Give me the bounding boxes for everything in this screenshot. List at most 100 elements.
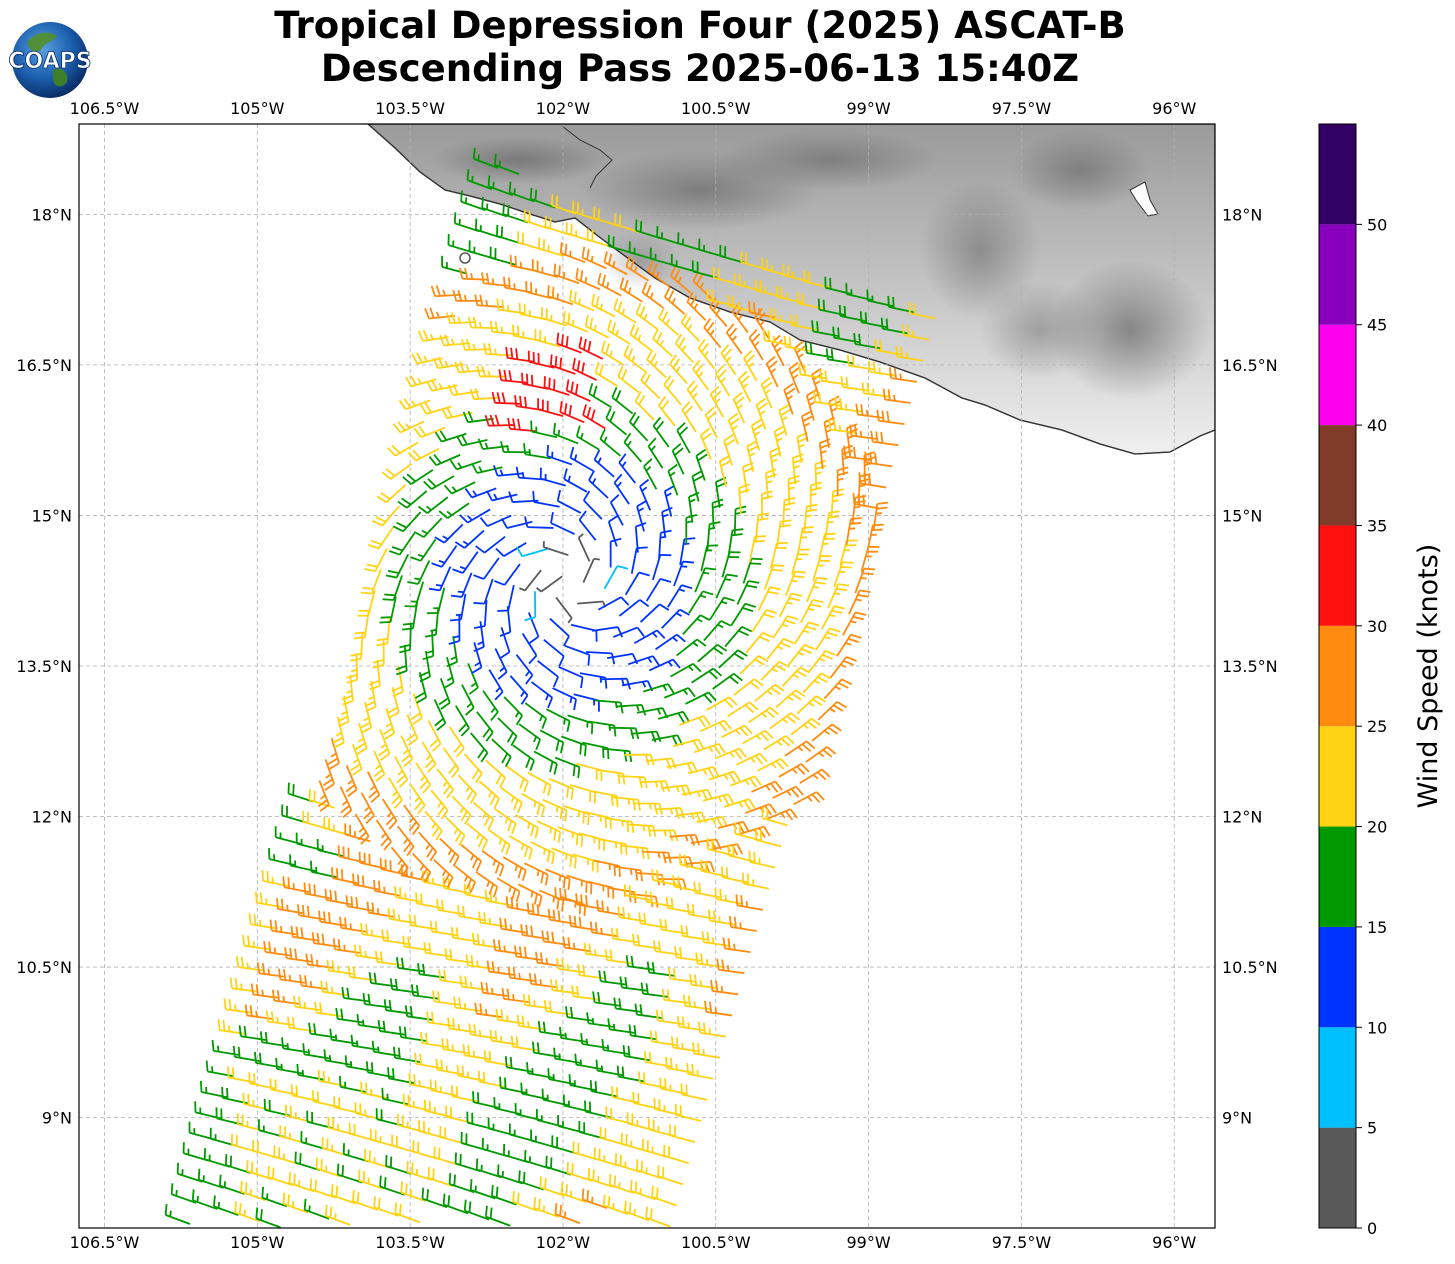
wind-barb <box>603 251 628 276</box>
wind-barb <box>427 1166 454 1188</box>
wind-barb <box>317 780 330 812</box>
lon-tick-label-top: 97.5°W <box>992 99 1052 118</box>
barb-flag <box>668 830 674 842</box>
barb-flag <box>438 969 442 981</box>
barb-flag <box>621 1066 625 1078</box>
barb-flag <box>595 296 600 308</box>
barb-flag <box>334 890 338 902</box>
barb-flag <box>587 654 591 666</box>
barb-flag <box>379 621 391 624</box>
barb-flag <box>601 900 605 912</box>
barb-flag <box>507 966 511 978</box>
barb-flag <box>399 643 411 649</box>
barb-half-flag <box>228 1025 231 1032</box>
barb-flag <box>449 948 453 960</box>
barb-flag <box>481 365 486 377</box>
barb-flag <box>758 512 770 517</box>
wind-barb <box>715 365 731 397</box>
barb-flag <box>402 935 406 947</box>
wind-barb <box>519 569 542 592</box>
barb-flag <box>769 706 780 716</box>
wind-barb <box>532 490 560 508</box>
barb-flag <box>483 1050 487 1062</box>
barb-staff <box>524 569 542 592</box>
barb-half-flag <box>814 380 821 386</box>
colorbar-tick-label: 5 <box>1367 1119 1377 1138</box>
barb-flag <box>497 1164 500 1176</box>
barb-flag <box>743 800 751 811</box>
barb-flag <box>567 937 571 949</box>
barb-flag <box>423 872 432 883</box>
wind-barb <box>621 844 650 860</box>
barb-half-flag <box>342 800 348 806</box>
barb-flag <box>468 1201 472 1213</box>
wind-barb <box>619 277 643 303</box>
barb-flag <box>723 596 735 602</box>
barb-flag <box>833 704 844 712</box>
barb-flag <box>237 1046 241 1058</box>
barb-flag <box>712 667 723 677</box>
barb-half-flag <box>636 847 639 854</box>
wind-barb <box>656 225 683 246</box>
wind-barb <box>773 425 786 457</box>
barb-flag <box>434 1080 437 1092</box>
barb-flag <box>582 490 591 501</box>
barb-flag <box>753 678 764 687</box>
barb-staff <box>592 626 619 632</box>
wind-barb <box>418 496 449 514</box>
barb-half-flag <box>491 987 494 995</box>
barb-flag <box>248 1072 251 1084</box>
barb-flag <box>518 1170 521 1182</box>
barb-half-flag <box>714 1007 718 1014</box>
barb-flag <box>714 887 718 900</box>
barb-flag <box>579 743 583 755</box>
coastline <box>367 124 1215 455</box>
wind-barb <box>735 894 764 911</box>
barb-flag <box>700 342 709 353</box>
wind-barb <box>394 756 409 788</box>
barb-flag <box>700 427 710 437</box>
barb-flag <box>547 784 552 797</box>
barb-flag <box>293 1173 296 1185</box>
barb-flag <box>164 1203 168 1216</box>
barb-flag <box>446 876 454 888</box>
barb-half-flag <box>683 542 690 546</box>
wind-barb <box>197 1168 224 1189</box>
wind-barb <box>544 215 571 236</box>
wind-barb <box>692 359 710 391</box>
barb-flag <box>530 374 534 386</box>
wind-barb <box>602 1194 629 1216</box>
barb-flag <box>313 1023 317 1035</box>
barb-flag <box>859 589 871 594</box>
barb-half-flag <box>442 289 446 296</box>
wind-barb <box>191 1189 218 1210</box>
barb-flag <box>455 1086 459 1098</box>
barb-flag <box>658 940 662 952</box>
barb-flag <box>387 907 391 919</box>
wind-barb <box>645 577 672 602</box>
barb-flag <box>378 880 381 892</box>
continent-shape <box>27 32 57 52</box>
barb-flag <box>659 918 663 930</box>
barb-flag <box>892 296 895 308</box>
barb-half-flag <box>832 499 839 503</box>
barb-flag <box>511 888 517 900</box>
barb-flag <box>720 866 724 878</box>
barb-flag <box>574 857 577 869</box>
barb-flag <box>622 773 626 785</box>
barb-flag <box>540 872 545 884</box>
barb-flag <box>738 483 750 489</box>
barb-flag <box>419 779 429 790</box>
wind-barb <box>664 286 686 315</box>
barb-flag <box>644 890 648 902</box>
barb-flag <box>609 949 613 961</box>
wind-barb <box>814 627 841 651</box>
wind-barb <box>681 401 697 433</box>
barb-flag <box>611 794 614 807</box>
barb-flag <box>631 821 635 833</box>
barb-flag <box>504 1077 507 1089</box>
barb-flag <box>298 996 302 1008</box>
barb-flag <box>381 1087 384 1099</box>
barb-flag <box>762 329 766 341</box>
wind-barb <box>725 323 743 355</box>
